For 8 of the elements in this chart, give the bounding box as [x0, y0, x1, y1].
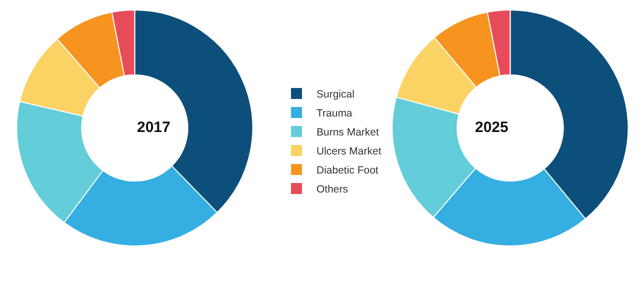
legend-label: Trauma — [316, 108, 352, 120]
legend-label: Surgical — [316, 88, 354, 101]
legend-label: Diabetic Foot — [316, 164, 378, 177]
slice-label: 2017 — [137, 119, 170, 136]
legend-label: Others — [316, 184, 348, 196]
slice-label: 2025 — [475, 119, 508, 136]
legend-label: Ulcers Market — [316, 146, 382, 158]
legend-label: Burns Market — [316, 126, 380, 139]
